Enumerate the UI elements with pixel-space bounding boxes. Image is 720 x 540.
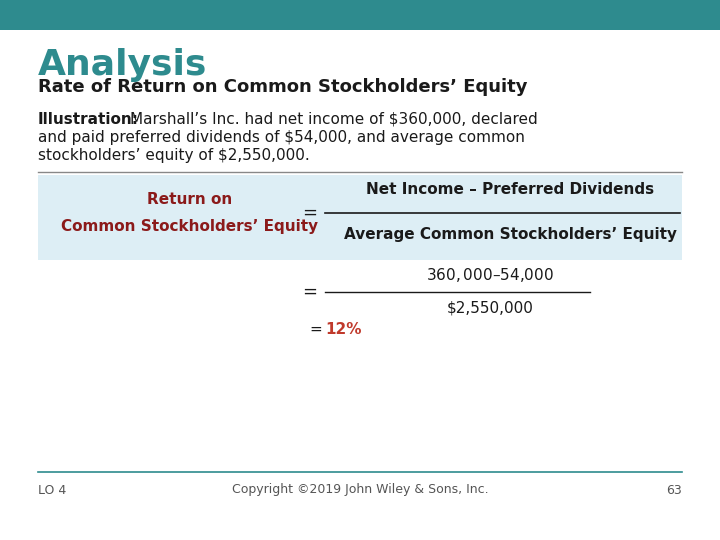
- Text: 63: 63: [666, 483, 682, 496]
- Text: Common Stockholders’ Equity: Common Stockholders’ Equity: [61, 219, 318, 233]
- Text: Return on: Return on: [148, 192, 233, 207]
- Text: LO 4: LO 4: [38, 483, 66, 496]
- Text: stockholders’ equity of $2,550,000.: stockholders’ equity of $2,550,000.: [38, 148, 310, 163]
- FancyBboxPatch shape: [38, 175, 682, 260]
- Text: Illustration:: Illustration:: [38, 112, 139, 127]
- FancyBboxPatch shape: [0, 0, 720, 30]
- Text: and paid preferred dividends of $54,000, and average common: and paid preferred dividends of $54,000,…: [38, 130, 525, 145]
- Text: =: =: [302, 204, 318, 222]
- Text: $2,550,000: $2,550,000: [446, 300, 534, 315]
- Text: Net Income – Preferred Dividends: Net Income – Preferred Dividends: [366, 183, 654, 198]
- Text: =: =: [302, 283, 318, 301]
- Text: =: =: [310, 322, 328, 338]
- Text: 12%: 12%: [325, 322, 361, 338]
- Text: Marshall’s Inc. had net income of $360,000, declared: Marshall’s Inc. had net income of $360,0…: [130, 112, 538, 127]
- Text: Average Common Stockholders’ Equity: Average Common Stockholders’ Equity: [343, 227, 677, 242]
- Text: Analysis: Analysis: [38, 48, 207, 82]
- Text: Rate of Return on Common Stockholders’ Equity: Rate of Return on Common Stockholders’ E…: [38, 78, 528, 96]
- Text: $360,000 – $54,000: $360,000 – $54,000: [426, 266, 554, 284]
- Text: Copyright ©2019 John Wiley & Sons, Inc.: Copyright ©2019 John Wiley & Sons, Inc.: [232, 483, 488, 496]
